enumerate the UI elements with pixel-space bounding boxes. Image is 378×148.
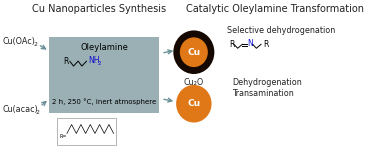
Text: R: R (64, 57, 69, 66)
Text: N: N (247, 39, 253, 48)
FancyBboxPatch shape (57, 118, 116, 145)
Text: NH: NH (88, 56, 100, 65)
Ellipse shape (180, 37, 208, 67)
Text: Cu₂O: Cu₂O (184, 78, 204, 87)
Text: R: R (229, 40, 235, 49)
Text: Oleylamine: Oleylamine (81, 43, 128, 52)
Text: Cu(OAc): Cu(OAc) (3, 37, 36, 46)
Text: 2: 2 (33, 42, 37, 47)
Ellipse shape (174, 30, 214, 74)
Text: Dehydrogenation: Dehydrogenation (232, 78, 302, 87)
Ellipse shape (176, 85, 212, 123)
Text: Selective dehydrogenation: Selective dehydrogenation (228, 26, 336, 35)
Text: 2: 2 (35, 110, 39, 115)
Text: 2 h, 250 °C, inert atmosphere: 2 h, 250 °C, inert atmosphere (52, 98, 156, 105)
Text: Catalytic Oleylamine Transformation: Catalytic Oleylamine Transformation (186, 4, 364, 14)
Text: Transamination: Transamination (232, 89, 294, 98)
Text: 2: 2 (98, 61, 101, 66)
Text: Cu(acac): Cu(acac) (3, 105, 38, 114)
Text: Cu Nanoparticles Synthesis: Cu Nanoparticles Synthesis (32, 4, 166, 14)
FancyBboxPatch shape (49, 37, 159, 113)
Text: Cu: Cu (187, 48, 200, 57)
Text: R=: R= (59, 134, 67, 139)
Text: R: R (263, 40, 268, 49)
Text: Cu: Cu (187, 99, 200, 108)
